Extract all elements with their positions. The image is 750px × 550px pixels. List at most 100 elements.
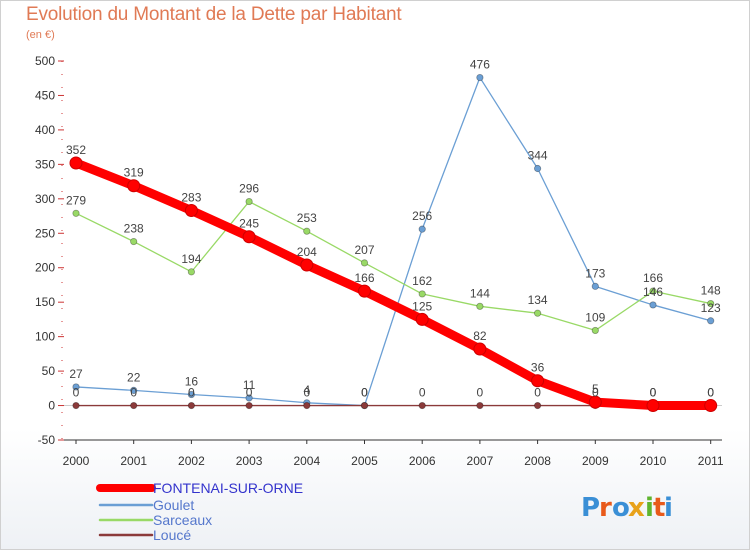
data-label: 27 [69,367,83,381]
data-label: 125 [412,299,432,313]
y-tick-label: 50 [42,364,56,378]
y-tick-label: 100 [35,330,55,344]
logo-letter: x [628,493,645,523]
data-point [130,237,138,246]
data-label: 476 [470,58,490,72]
data-label: 11 [243,378,256,392]
data-point [588,395,602,409]
data-point [473,342,487,356]
data-point [591,326,599,335]
data-point [649,287,657,295]
y-tick-label: 0 [48,399,55,413]
x-tick-label: 2009 [582,454,609,468]
data-label: 22 [127,370,141,384]
data-label: 0 [246,386,253,400]
logo-letter: o [612,493,630,523]
x-tick-label: 2000 [63,454,90,468]
data-point [187,401,195,410]
data-point [72,383,80,391]
x-tick-label: 2008 [524,454,551,468]
data-point [533,401,542,410]
data-label: 0 [477,386,484,400]
data-point [187,390,195,399]
data-point [533,164,542,173]
data-label: 0 [188,386,195,400]
legend-label: Loucé [153,527,191,543]
data-point [360,259,369,267]
data-point [591,282,599,290]
data-label: 144 [470,286,490,300]
data-point [418,225,426,233]
y-tick-label: 400 [35,123,55,137]
logo-letter: i [645,493,654,523]
data-label: 4 [303,383,310,397]
data-label: 283 [181,191,201,205]
y-tick-label: 300 [35,192,55,206]
data-point [418,401,426,410]
data-point [358,284,371,298]
logo-letter: r [599,493,612,523]
data-label: 0 [592,386,599,400]
data-point [187,268,195,276]
data-point [533,309,542,317]
series-line-sarceaux [75,200,712,332]
y-tick-label: 350 [35,157,55,171]
data-point [245,197,253,206]
data-point [300,258,314,272]
data-label: 109 [585,310,605,324]
data-label: 296 [239,182,259,196]
legend-label: Goulet [153,497,194,513]
data-point [245,401,253,410]
y-tick-label: 150 [35,295,55,309]
data-point [303,401,311,410]
legend-label: FONTENAI-SUR-ORNE [153,480,303,496]
x-tick-label: 2003 [236,454,263,468]
data-label: 238 [124,222,144,236]
data-label: 319 [124,166,144,180]
y-tick-label: 450 [35,88,55,102]
data-label: 0 [73,386,80,400]
data-label: 16 [185,375,199,389]
data-label: 0 [707,386,714,400]
data-label: 0 [130,386,137,400]
data-label: 5 [592,382,599,396]
data-point [303,227,311,235]
proxiti-logo: Pr ox i ti [581,493,673,523]
logo-letter: i [664,493,673,523]
series-layer [69,73,718,413]
legend-label: Sarceaux [153,512,212,528]
data-point [415,312,429,326]
data-label: 82 [473,329,487,343]
data-label: 352 [66,143,86,157]
data-label: 0 [534,386,541,400]
x-tick-label: 2010 [640,454,667,468]
data-label: 166 [354,271,374,285]
data-point [72,401,80,410]
series-line-fontenai-sur-orne [71,158,716,411]
data-label: 256 [412,209,432,223]
data-label: 162 [412,274,432,288]
y-tick-label: 250 [35,226,55,240]
series-line-goulet [75,76,712,407]
data-label: 207 [354,243,374,257]
x-tick-label: 2002 [178,454,205,468]
data-label: 146 [643,285,663,299]
data-label: 0 [650,386,657,400]
data-point [184,204,198,218]
y-tick-label: 500 [35,54,55,68]
data-point [418,290,426,298]
data-point [476,302,484,310]
data-point [245,394,253,402]
data-label: 253 [297,211,317,225]
data-label: 36 [531,361,545,375]
data-label: 123 [701,301,721,315]
data-point [360,401,369,410]
data-label: 0 [650,386,657,400]
data-label: 0 [707,386,714,400]
data-point [72,209,80,217]
data-point [476,401,484,410]
